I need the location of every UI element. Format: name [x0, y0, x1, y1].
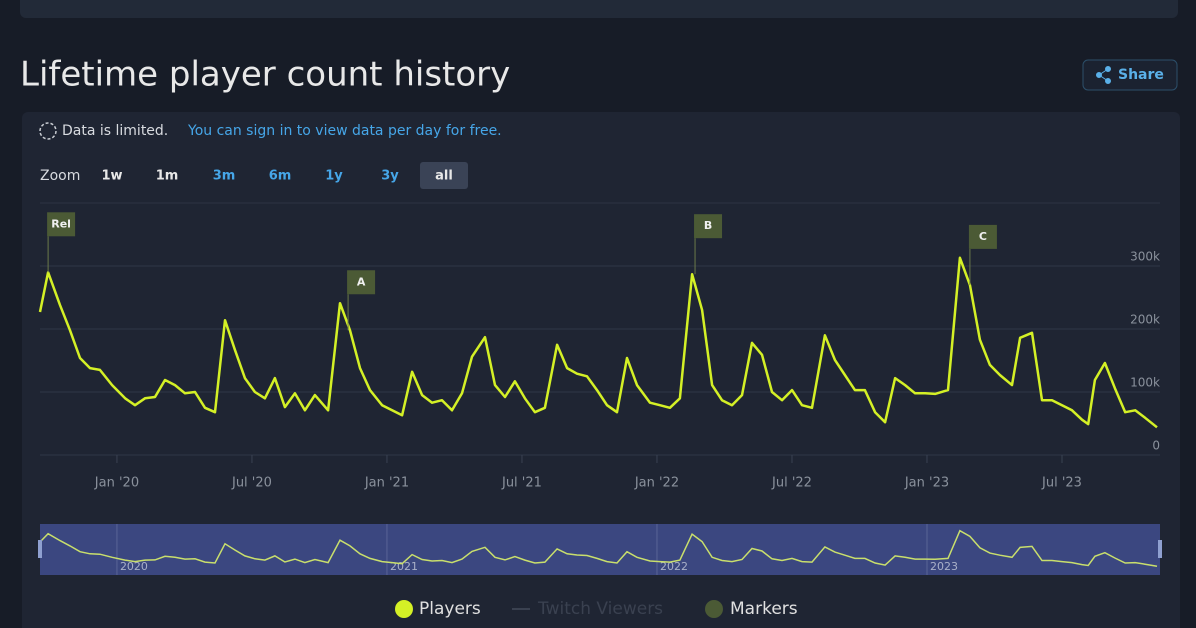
legend-label[interactable]: Twitch Viewers — [537, 599, 663, 619]
x-tick-label: Jul '22 — [771, 476, 812, 491]
marker-label: A — [357, 275, 366, 288]
navigator-bg — [40, 524, 1160, 575]
marker-label: Rel — [51, 217, 71, 230]
notice-icon — [39, 122, 57, 140]
marker-flag — [47, 212, 76, 237]
x-tick-label: Jul '23 — [1041, 476, 1082, 491]
navigator-handle[interactable] — [38, 540, 42, 558]
navigator-line — [39, 529, 1158, 567]
zoom-button[interactable]: 1y — [325, 169, 343, 184]
navigator-label: 2023 — [930, 560, 958, 573]
x-tick-label: Jan '21 — [364, 476, 409, 491]
players-line — [38, 256, 1158, 429]
zoom-button[interactable]: 3m — [213, 169, 236, 184]
notice: Data is limited. — [62, 123, 168, 139]
notice-link[interactable]: You can sign in to view data per day for… — [187, 123, 502, 139]
x-tick-label: Jan '20 — [94, 476, 139, 491]
zoom-button[interactable]: all — [435, 169, 453, 184]
marker-flag — [968, 224, 997, 249]
x-tick-label: Jan '23 — [904, 476, 949, 491]
legend-label[interactable]: Markers — [730, 599, 798, 619]
marker-label: C — [979, 230, 987, 243]
y-tick-label: 0 — [1152, 439, 1160, 453]
navigator-handle[interactable] — [1158, 540, 1162, 558]
zoom-label: Zoom — [40, 168, 80, 184]
zoom-button[interactable]: 6m — [269, 169, 292, 184]
share-label[interactable]: Share — [1118, 67, 1164, 83]
page-title: Lifetime player count history — [20, 55, 510, 95]
marker-label: B — [704, 219, 712, 232]
y-tick-label: 300k — [1130, 250, 1160, 264]
navigator-label: 2022 — [660, 560, 688, 573]
y-tick-label: 200k — [1130, 313, 1160, 327]
x-tick-label: Jan '22 — [634, 476, 679, 491]
navigator-label: 2020 — [120, 560, 148, 573]
share-icon — [1096, 66, 1111, 84]
legend-swatch[interactable] — [705, 600, 723, 618]
y-tick-label: 100k — [1130, 376, 1160, 390]
chart-panel — [22, 112, 1180, 628]
marker-flag — [694, 214, 723, 239]
zoom-button[interactable]: 3y — [381, 169, 399, 184]
x-tick-label: Jul '21 — [501, 476, 542, 491]
zoom-active-bg — [420, 162, 468, 189]
legend-label[interactable]: Players — [419, 599, 481, 619]
marker-flag — [347, 270, 376, 295]
x-tick-label: Jul '20 — [231, 476, 272, 491]
legend-swatch[interactable] — [395, 600, 413, 618]
zoom-button[interactable]: 1m — [156, 169, 179, 184]
zoom-button[interactable]: 1w — [101, 169, 122, 184]
top-panel — [20, 0, 1178, 18]
